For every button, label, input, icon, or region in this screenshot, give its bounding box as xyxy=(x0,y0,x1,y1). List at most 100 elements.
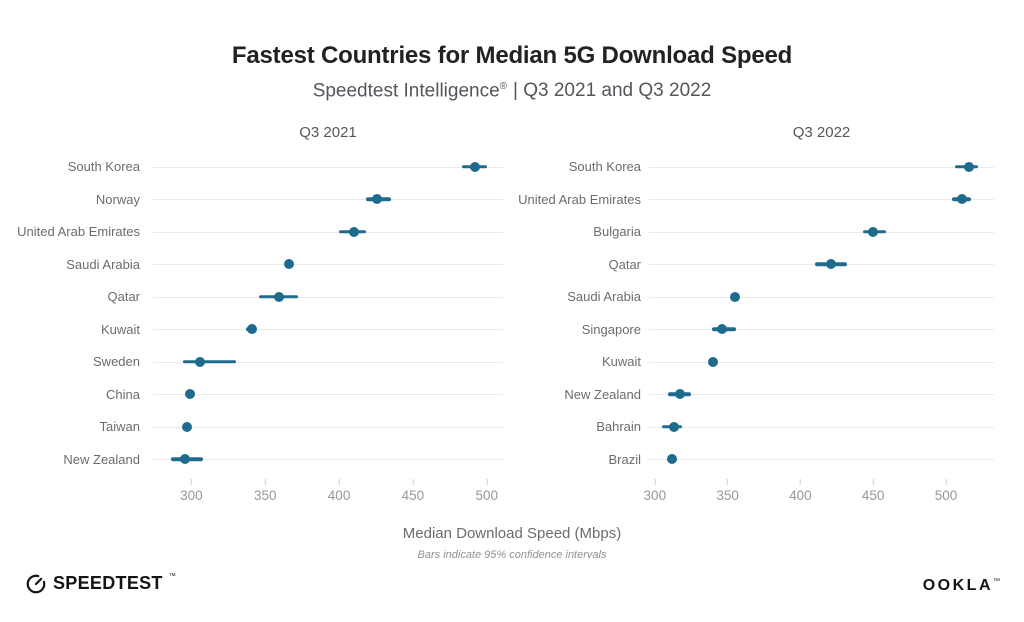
chart-row: Qatar xyxy=(505,248,994,281)
tick-label: 450 xyxy=(861,488,885,504)
tick-mark xyxy=(190,479,192,486)
x-axis: 300 350 400 450 500 xyxy=(644,475,994,505)
median-dot xyxy=(674,389,685,400)
tick-mark xyxy=(486,479,488,486)
country-label: Sweden xyxy=(93,354,140,370)
gridline xyxy=(153,166,503,168)
chart-row: New Zealand xyxy=(0,443,503,476)
country-label: Bulgaria xyxy=(593,224,641,240)
country-label: Qatar xyxy=(608,256,641,272)
gridline xyxy=(153,329,503,331)
gridline xyxy=(649,459,994,461)
chart-row: Kuwait xyxy=(0,313,503,346)
chart-row: Qatar xyxy=(0,280,503,313)
speedtest-trademark: ™ xyxy=(168,573,176,580)
chart-row: Saudi Arabia xyxy=(0,248,503,281)
chart-row: Saudi Arabia xyxy=(505,280,994,313)
country-label: Taiwan xyxy=(99,419,140,435)
gridline xyxy=(649,426,994,428)
median-dot xyxy=(716,324,727,335)
chart-row: Norway xyxy=(0,183,503,216)
axis-tick: 500 xyxy=(475,475,498,503)
gridline xyxy=(153,426,503,428)
median-dot xyxy=(184,389,195,400)
country-label: New Zealand xyxy=(63,451,140,467)
header: Fastest Countries for Median 5G Download… xyxy=(0,0,1024,102)
chart-row: United Arab Emirates xyxy=(505,183,994,216)
median-dot xyxy=(246,324,257,335)
tick-mark xyxy=(945,479,947,486)
gridline xyxy=(649,394,994,396)
tick-label: 500 xyxy=(934,488,958,504)
chart-row: Brazil xyxy=(505,443,994,476)
row-track xyxy=(153,410,503,443)
row-track xyxy=(649,215,994,248)
country-label: South Korea xyxy=(67,159,140,175)
tick-label: 300 xyxy=(180,488,203,504)
tick-mark xyxy=(872,479,874,486)
gridline xyxy=(153,394,503,396)
median-dot xyxy=(195,356,206,367)
gridline xyxy=(153,459,503,461)
row-track xyxy=(649,443,994,476)
median-dot xyxy=(180,454,191,465)
row-track xyxy=(153,215,503,248)
plot-rows: South Korea Norway United Arab Emirates Sau… xyxy=(0,150,503,475)
gridline xyxy=(649,329,994,331)
plot-rows: South Korea United Arab Emirates Bulgaria Q… xyxy=(505,150,994,475)
country-label: Qatar xyxy=(107,289,140,305)
axis-tick: 400 xyxy=(789,475,812,503)
median-dot xyxy=(825,259,836,270)
tick-mark xyxy=(654,479,656,486)
speedtest-wordmark: SPEEDTEST xyxy=(53,573,163,593)
gridline xyxy=(153,296,503,298)
ookla-trademark: ™ xyxy=(993,578,1000,585)
chart-row: Kuwait xyxy=(505,345,994,378)
tick-mark xyxy=(264,479,266,486)
tick-label: 450 xyxy=(401,488,425,504)
median-dot xyxy=(729,291,740,302)
median-dot xyxy=(348,226,359,237)
x-axis-label: Median Download Speed (Mbps) xyxy=(402,525,622,543)
gridline xyxy=(649,199,994,201)
axis-tick: 500 xyxy=(934,475,958,504)
median-dot xyxy=(283,259,294,270)
median-dot xyxy=(708,356,719,367)
row-track xyxy=(153,443,503,476)
x-axis: 300 350 400 450 500 xyxy=(153,475,503,505)
row-track xyxy=(153,313,503,346)
median-dot xyxy=(469,161,480,172)
gridline xyxy=(153,264,503,266)
country-label: Norway xyxy=(95,191,140,207)
ookla-wordmark: OOKLA xyxy=(922,577,993,594)
gridline xyxy=(153,361,503,363)
row-track xyxy=(153,248,503,281)
axis-tick: 350 xyxy=(716,475,739,503)
country-label: Saudi Arabia xyxy=(66,256,140,272)
median-dot xyxy=(273,291,284,302)
gridline xyxy=(649,231,994,233)
chart-row: Taiwan xyxy=(0,410,503,443)
tick-label: 350 xyxy=(253,488,277,504)
tick-mark xyxy=(727,479,729,486)
gridline xyxy=(153,231,503,233)
row-track xyxy=(153,345,503,378)
row-track xyxy=(649,378,994,411)
subtitle-brand: Speedtest Intelligence xyxy=(312,80,500,102)
confidence-interval-bar xyxy=(182,359,236,364)
axis-tick: 400 xyxy=(328,475,350,503)
median-dot xyxy=(668,421,679,432)
chart-row: Sweden xyxy=(0,345,503,378)
row-track xyxy=(649,345,994,378)
gridline xyxy=(649,166,994,168)
chart-row: South Korea xyxy=(505,150,994,183)
country-label: United Arab Emirates xyxy=(17,224,140,240)
subtitle-period: | Q3 2021 and Q3 2022 xyxy=(513,80,712,102)
country-label: Brazil xyxy=(608,451,641,467)
axis-tick: 450 xyxy=(861,475,885,504)
tick-label: 350 xyxy=(716,488,739,504)
tick-label: 400 xyxy=(789,488,812,504)
median-dot xyxy=(964,161,975,172)
chart-title: Fastest Countries for Median 5G Download… xyxy=(231,42,793,69)
